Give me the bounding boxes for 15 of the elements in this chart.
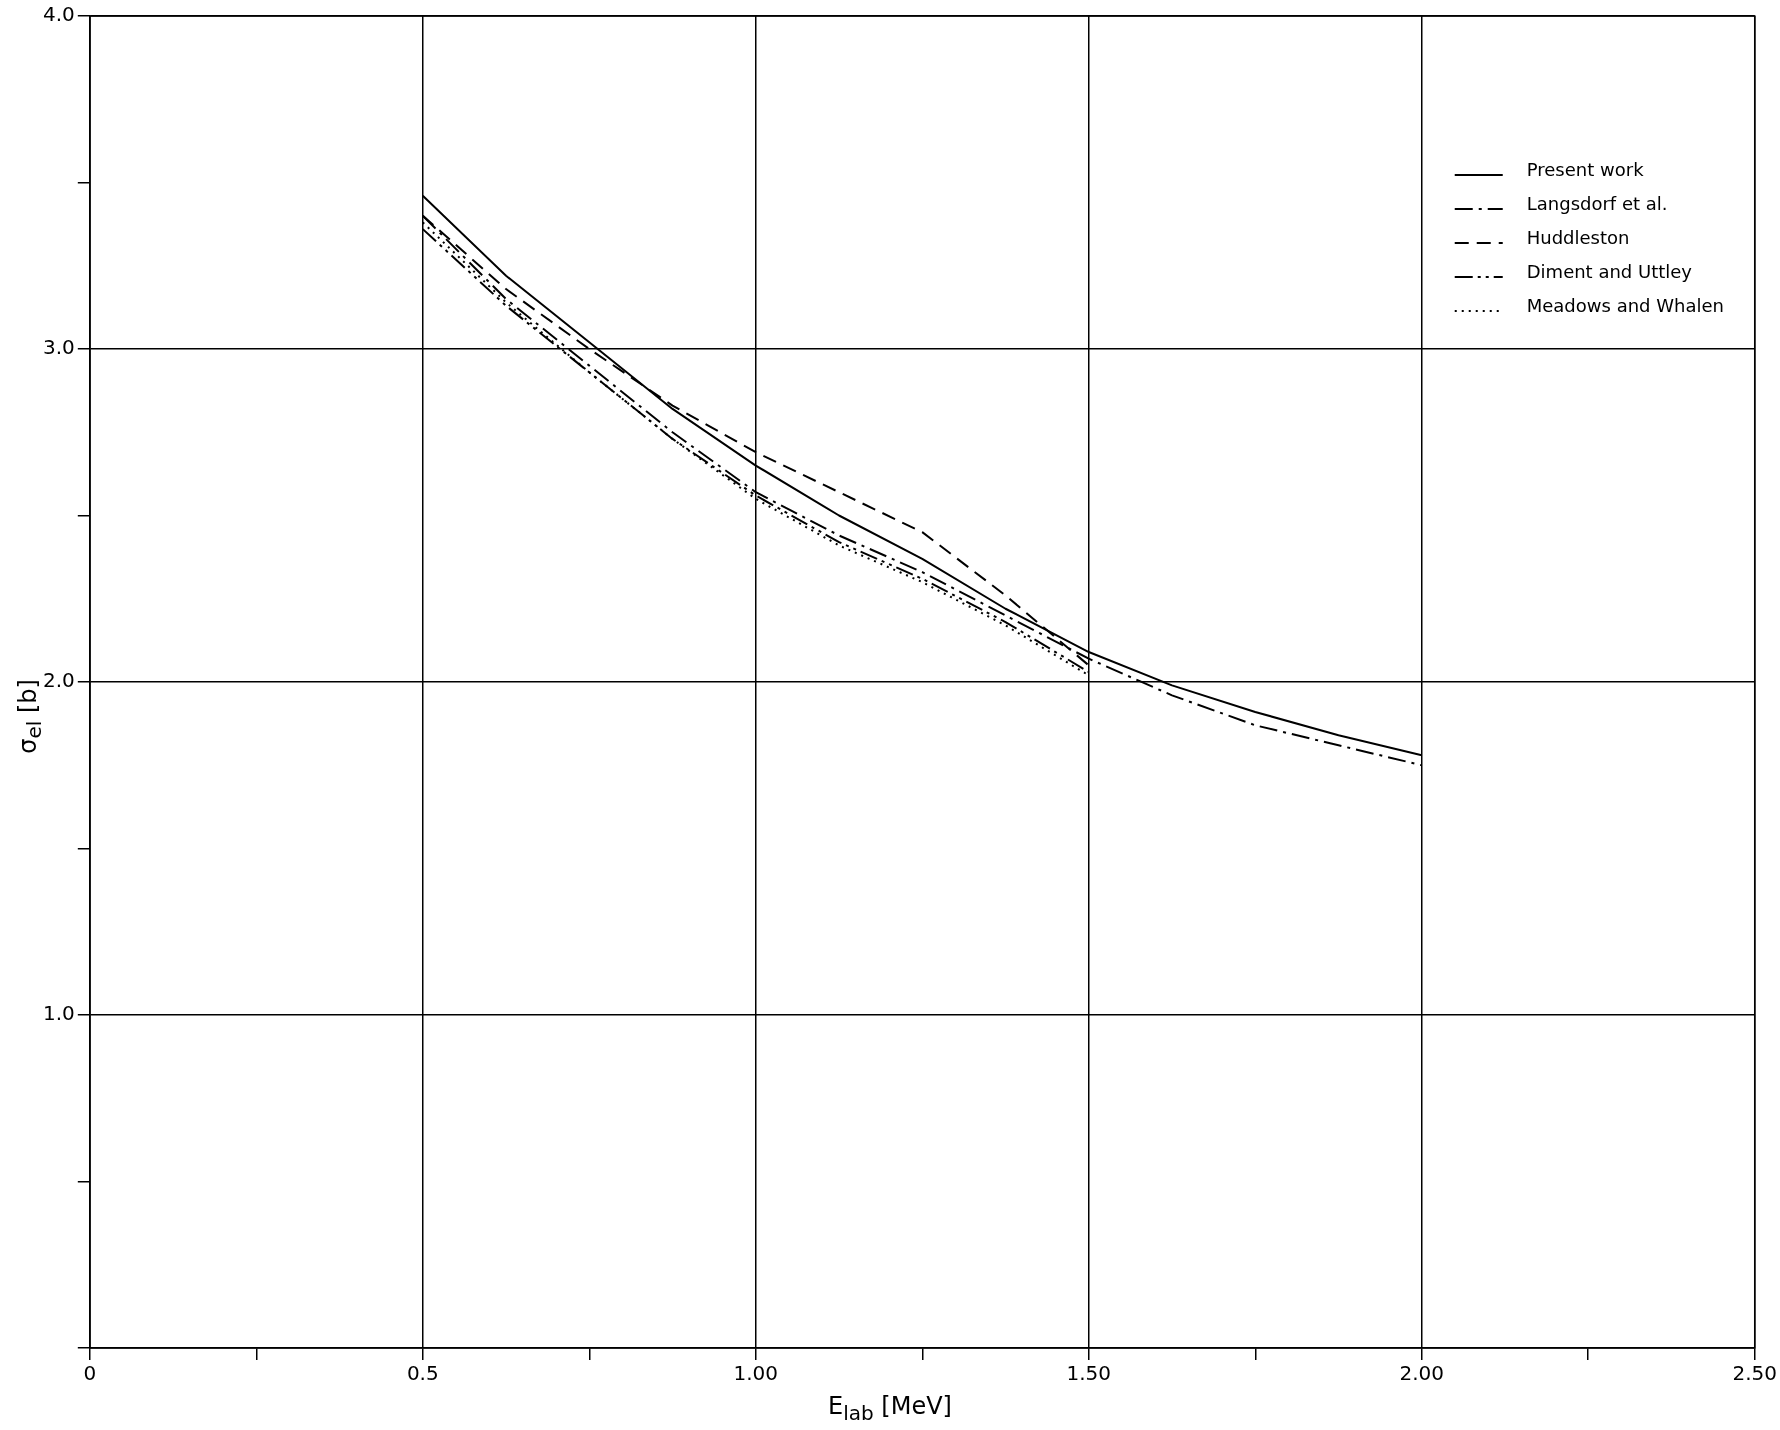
y-tick-label: 1.0 [42, 1001, 75, 1026]
x-tick-label: 0.5 [406, 1361, 439, 1386]
x-tick-label: 1.00 [733, 1361, 779, 1386]
x-axis-title: E$_{lab}$ [MeV] [827, 1392, 953, 1425]
legend-label: Present work [1526, 158, 1645, 180]
y-tick-label: 3.0 [42, 335, 75, 360]
x-tick-label: 1.50 [1066, 1361, 1112, 1386]
legend-label: Langsdorf et al. [1526, 192, 1668, 214]
x-tick-label: 2.50 [1732, 1361, 1777, 1386]
legend-label: Meadows and Whalen [1526, 294, 1724, 316]
x-tick-label: 2.00 [1399, 1361, 1445, 1386]
legend-label: Huddleston [1526, 226, 1630, 248]
x-tick-label: 0 [83, 1361, 97, 1386]
legend-label: Diment and Uttley [1526, 260, 1693, 282]
y-tick-label: 4.0 [42, 2, 75, 27]
